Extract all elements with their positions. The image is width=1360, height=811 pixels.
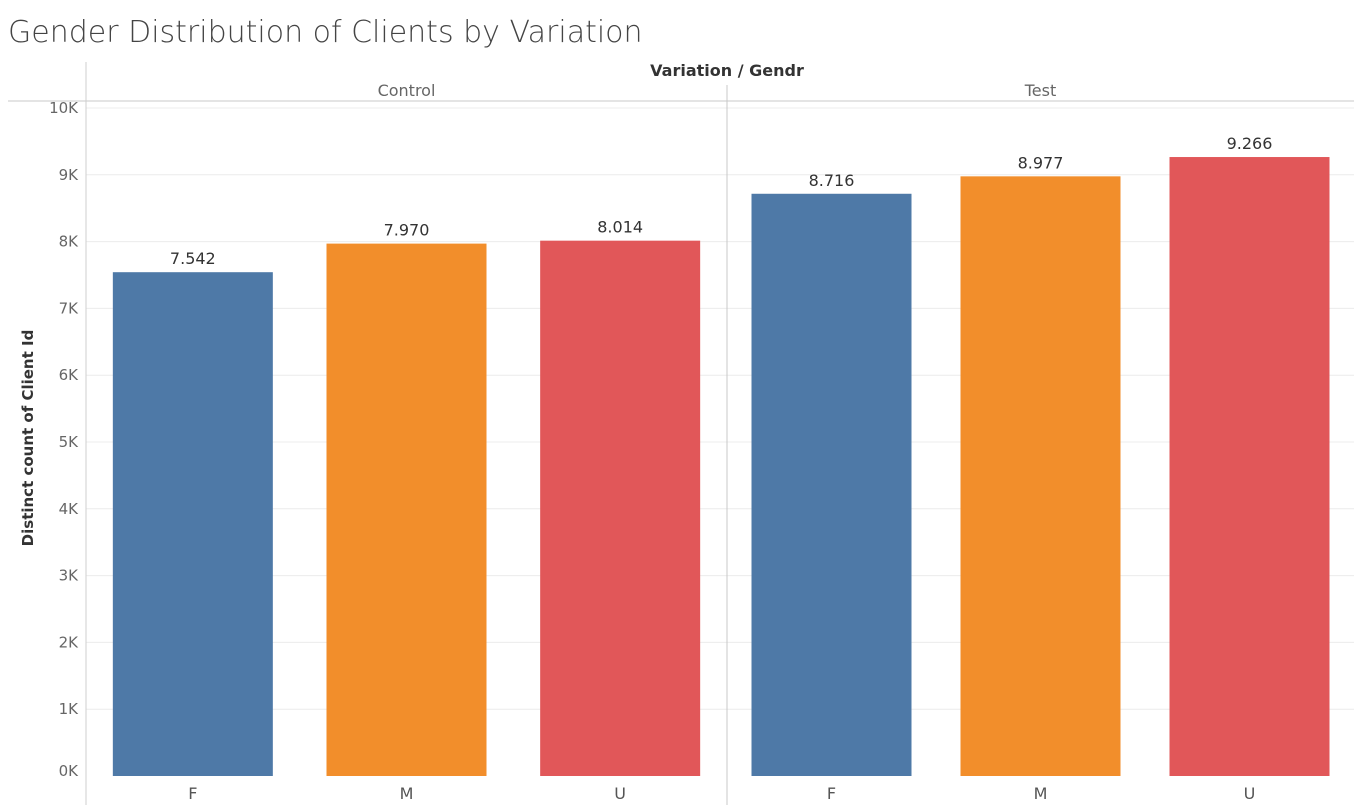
y-tick-label-10: 10K	[49, 99, 79, 117]
group-label-test: Test	[1024, 81, 1057, 100]
x-tick-label-control-m: M	[400, 784, 414, 803]
y-tick-label-0: 0K	[59, 762, 80, 780]
y-tick-label-3: 3K	[59, 567, 80, 585]
data-label-test-m: 8.977	[1018, 153, 1064, 172]
header-title: Variation / Gendr	[650, 61, 804, 80]
bar-control-m	[326, 243, 487, 776]
bar-test-m	[960, 176, 1121, 776]
group-label-control: Control	[378, 81, 436, 100]
y-tick-label-4: 4K	[59, 500, 80, 518]
chart-plot-area: 0K 1K 2K 3K 4K 5K 6K 7K 8K 9K 10K Control 7.542 F 7.97…	[8, 62, 1354, 805]
y-tick-label-5: 5K	[59, 433, 80, 451]
data-label-control-f: 7.542	[170, 249, 216, 268]
x-tick-label-test-f: F	[827, 784, 836, 803]
chart-title: Gender Distribution of Clients by Variat…	[8, 15, 643, 50]
bar-test-u	[1169, 157, 1330, 777]
y-tick-label-1: 1K	[59, 700, 80, 718]
bar-control-f	[112, 272, 273, 776]
y-axis-title: Distinct count of Client Id	[19, 330, 37, 547]
x-tick-label-control-f: F	[188, 784, 197, 803]
y-tick-label-2: 2K	[59, 633, 80, 651]
data-label-control-u: 8.014	[597, 218, 643, 237]
bar-test-f	[751, 193, 912, 777]
x-tick-label-test-m: M	[1034, 784, 1048, 803]
y-tick-label-8: 8K	[59, 233, 80, 251]
x-tick-label-control-u: U	[614, 784, 626, 803]
y-tick-label-9: 9K	[59, 166, 80, 184]
data-label-test-u: 9.266	[1227, 134, 1273, 153]
y-tick-label-6: 6K	[59, 366, 80, 384]
x-tick-label-test-u: U	[1244, 784, 1256, 803]
y-tick-label-7: 7K	[59, 299, 80, 317]
data-label-control-m: 7.970	[384, 221, 430, 240]
bar-control-u	[540, 240, 701, 776]
data-label-test-f: 8.716	[809, 171, 855, 190]
